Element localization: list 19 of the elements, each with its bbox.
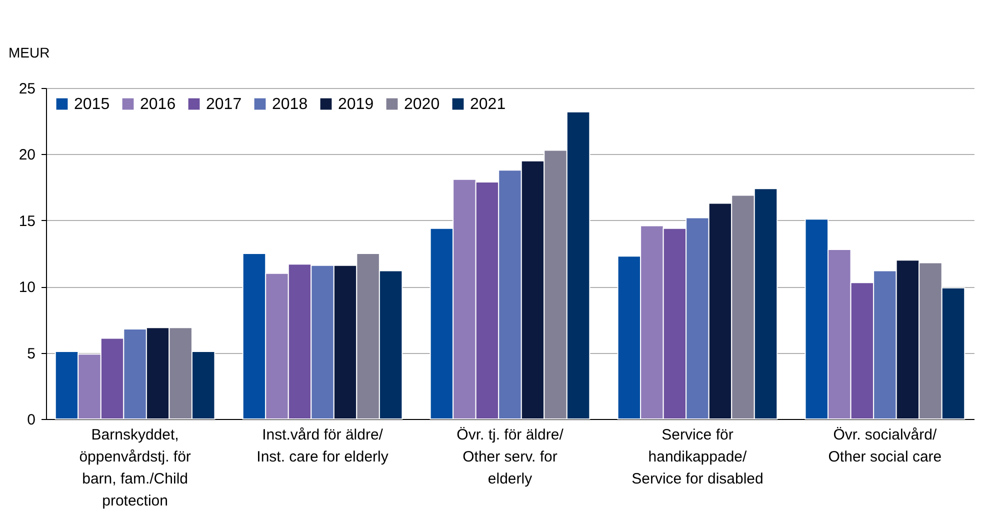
legend-label: 2017 — [206, 96, 242, 113]
legend-label: 2018 — [272, 96, 308, 113]
x-tick-label: Inst.vård för äldre/ Inst. care for elderly — [256, 426, 389, 466]
legend-label: 2015 — [74, 96, 110, 113]
y-tick-label: 25 — [18, 80, 36, 98]
y-tick-label: 20 — [18, 146, 36, 164]
y-tick-label: 15 — [18, 212, 36, 230]
legend-label: 2016 — [140, 96, 176, 113]
x-tick-label: Service för handikappade/ Service for disabled — [632, 426, 764, 488]
y-tick-label: 5 — [27, 345, 36, 362]
x-tick-label: Övr. tj. för äldre/ Other serv. for elderly — [456, 426, 564, 488]
x-tick-label: Barnskyddet, öppenvårdstj. för barn, fam./Child protection — [79, 426, 191, 510]
y-axis-title: MEUR — [8, 44, 50, 60]
y-tick-label: 10 — [18, 279, 36, 296]
y-tick-label: 0 — [27, 412, 36, 428]
x-tick-label: Övr. socialvård/ Other social care — [828, 426, 942, 466]
legend-label: 2019 — [338, 96, 374, 113]
legend-label: 2020 — [404, 96, 440, 113]
legend-label: 2021 — [470, 96, 506, 113]
